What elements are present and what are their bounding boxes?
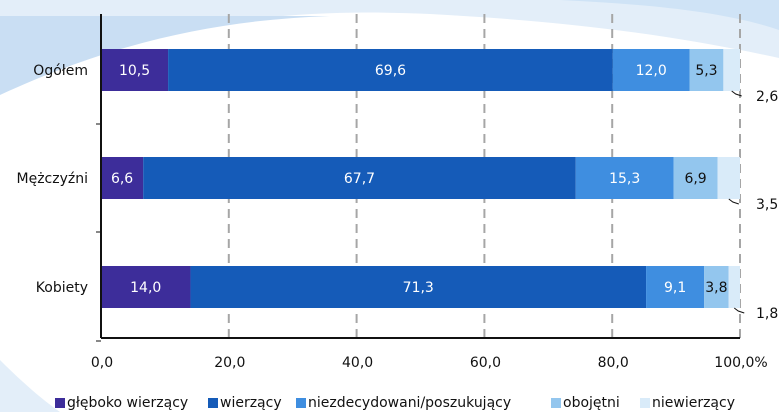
category-label: Ogółem	[33, 63, 88, 79]
data-label: 5,3	[695, 63, 717, 79]
data-label: 71,3	[403, 280, 434, 296]
bars: 10,5 69,6 12,0 5,3 6,6 67,7 15,3 6,9 14,0 71,3 9,1…	[101, 49, 740, 308]
data-label: 15,3	[609, 171, 640, 187]
axes	[96, 14, 740, 342]
x-tick-label: 40,0	[342, 355, 373, 371]
bar-segment	[646, 266, 705, 308]
legend-label: niewierzący	[652, 395, 735, 411]
data-label: 6,9	[684, 171, 706, 187]
x-tick-label: 80,0	[598, 355, 629, 371]
legend-label: niezdecydowani/poszukujący	[308, 395, 511, 411]
leader-line	[728, 198, 739, 205]
bar-segment	[612, 49, 690, 91]
data-label: 9,1	[664, 280, 686, 296]
bar-segment	[101, 266, 191, 308]
legend-swatch	[296, 398, 306, 408]
legend-label: głęboko wierzący	[67, 395, 188, 411]
x-tick-labels: 0,0 20,0 40,0 60,0 80,0 100,0%	[91, 355, 768, 371]
x-tick-label: 0,0	[91, 355, 113, 371]
category-labels: Ogółem Mężczyźni Kobiety	[17, 63, 88, 296]
legend: głęboko wierzący wierzący niezdecydowani/p…	[55, 395, 735, 411]
data-label: 6,6	[111, 171, 133, 187]
x-tick-label: 100,0%	[714, 355, 767, 371]
data-label: 14,0	[130, 280, 161, 296]
bar-segment	[101, 157, 144, 199]
legend-swatch	[551, 398, 561, 408]
category-label: Kobiety	[36, 280, 88, 296]
outside-labels: 2,6 3,5 1,8	[728, 89, 778, 322]
leader-line	[731, 90, 742, 97]
bar-segment	[717, 157, 740, 199]
bar-segment	[728, 266, 740, 308]
data-label: 67,7	[344, 171, 375, 187]
bar-segment	[689, 49, 724, 91]
bar-segment	[673, 157, 718, 199]
legend-label: wierzący	[220, 395, 282, 411]
bar-segment	[168, 49, 613, 91]
bar-segment	[723, 49, 740, 91]
bar-segment	[190, 266, 647, 308]
data-label: 69,6	[375, 63, 406, 79]
legend-swatch	[640, 398, 650, 408]
data-label: 2,6	[756, 89, 778, 105]
bar-segment	[704, 266, 729, 308]
bar-segment	[143, 157, 576, 199]
leader-line	[733, 307, 745, 314]
x-tick-label: 60,0	[470, 355, 501, 371]
x-tick-label: 20,0	[214, 355, 245, 371]
data-label: 3,5	[756, 197, 778, 213]
data-label: 1,8	[756, 306, 778, 322]
category-label: Mężczyźni	[17, 171, 88, 187]
data-label: 12,0	[636, 63, 667, 79]
data-label: 3,8	[705, 280, 727, 296]
legend-swatch	[55, 398, 65, 408]
bar-segment	[101, 49, 169, 91]
legend-label: obojętni	[563, 395, 620, 411]
legend-swatch	[208, 398, 218, 408]
bar-segment	[575, 157, 674, 199]
data-label: 10,5	[119, 63, 150, 79]
